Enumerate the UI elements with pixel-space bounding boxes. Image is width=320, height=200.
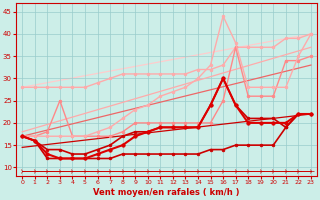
X-axis label: Vent moyen/en rafales ( km/h ): Vent moyen/en rafales ( km/h ) [93,188,240,197]
